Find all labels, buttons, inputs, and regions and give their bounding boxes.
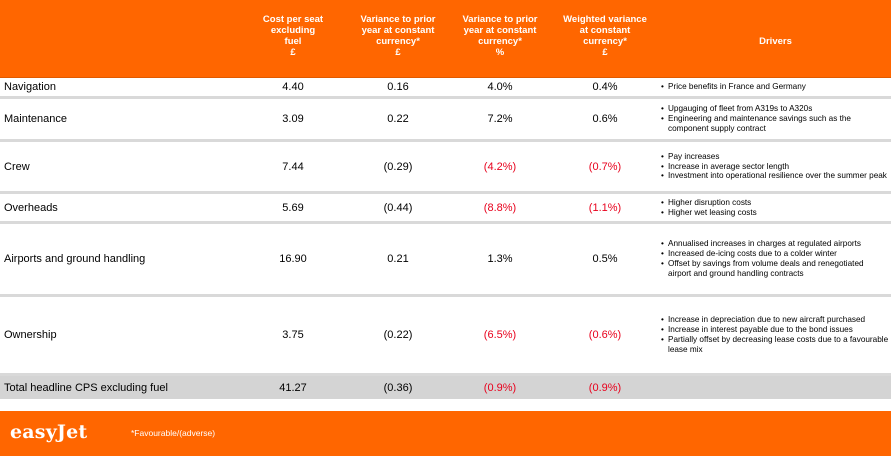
- weighted-variance-value: 0.4%: [592, 81, 618, 93]
- weighted-variance-value: (0.6%): [588, 329, 622, 341]
- variance-pct-value: (4.2%): [483, 160, 517, 173]
- footnote: *Favourable/(adverse): [131, 428, 216, 438]
- drivers-list: Increase in depreciation due to new airc…: [660, 297, 889, 373]
- variance-gbp-value: 0.22: [387, 113, 409, 125]
- header-weighted-variance: Weighted variance at constant currency* …: [563, 14, 647, 58]
- variance-pct-value: 1.3%: [487, 253, 513, 265]
- total-weighted-variance: (0.9%): [588, 381, 622, 394]
- cost-per-seat-value: 7.44: [282, 160, 304, 173]
- driver-item: Engineering and maintenance savings such…: [660, 114, 889, 134]
- table-row-ownership: Ownership 3.75 (0.22) (6.5%) (0.6%) Incr…: [0, 297, 891, 376]
- row-label: Crew: [4, 160, 30, 173]
- footer-bar: easyJet *Favourable/(adverse): [0, 411, 891, 456]
- drivers-list: Upgauging of fleet from A319s to A320s E…: [660, 99, 889, 139]
- easyjet-logo: easyJet: [10, 421, 88, 443]
- driver-item: Price benefits in France and Germany: [660, 82, 889, 92]
- variance-pct-value: 7.2%: [487, 113, 513, 125]
- total-cost-per-seat: 41.27: [279, 381, 307, 394]
- driver-item: Increase in depreciation due to new airc…: [660, 315, 889, 325]
- table-row-airports-ground-handling: Airports and ground handling 16.90 0.21 …: [0, 224, 891, 297]
- table-row-crew: Crew 7.44 (0.29) (4.2%) (0.7%) Pay incre…: [0, 142, 891, 194]
- variance-pct-value: (8.8%): [483, 201, 517, 214]
- variance-gbp-value: 0.16: [387, 81, 409, 93]
- weighted-variance-value: 0.5%: [592, 253, 618, 265]
- weighted-variance-value: 0.6%: [592, 113, 618, 125]
- variance-gbp-value: (0.44): [383, 201, 413, 214]
- total-variance-gbp: (0.36): [383, 381, 413, 394]
- weighted-variance-value: (1.1%): [588, 201, 622, 214]
- header-drivers: Drivers: [759, 36, 792, 47]
- table-row-navigation: Navigation 4.40 0.16 4.0% 0.4% Price ben…: [0, 78, 891, 99]
- cost-per-seat-value: 3.09: [282, 113, 304, 125]
- drivers-list: Price benefits in France and Germany: [660, 78, 889, 96]
- row-label: Maintenance: [4, 113, 67, 125]
- variance-pct-value: (6.5%): [483, 329, 517, 341]
- table-header: Cost per seat excluding fuel £ Variance …: [0, 0, 891, 78]
- table-row-maintenance: Maintenance 3.09 0.22 7.2% 0.6% Upgaugin…: [0, 99, 891, 142]
- driver-item: Offset by savings from volume deals and …: [660, 259, 889, 279]
- header-variance-gbp: Variance to prior year at constant curre…: [360, 14, 436, 58]
- driver-item: Increase in average sector length: [660, 162, 889, 172]
- driver-item: Increase in interest payable due to the …: [660, 325, 889, 335]
- driver-item: Pay increases: [660, 152, 889, 162]
- cost-per-seat-value: 4.40: [282, 81, 304, 93]
- variance-gbp-value: (0.22): [383, 329, 413, 341]
- drivers-list: Higher disruption costs Higher wet leasi…: [660, 194, 889, 221]
- variance-gbp-value: 0.21: [387, 253, 409, 265]
- drivers-list: Pay increases Increase in average sector…: [660, 142, 889, 191]
- cost-per-seat-value: 3.75: [282, 329, 304, 341]
- total-label: Total headline CPS excluding fuel: [4, 381, 168, 394]
- driver-item: Upgauging of fleet from A319s to A320s: [660, 104, 889, 114]
- table-row-overheads: Overheads 5.69 (0.44) (8.8%) (1.1%) High…: [0, 194, 891, 224]
- driver-item: Higher disruption costs: [660, 198, 889, 208]
- driver-item: Investment into operational resilience o…: [660, 171, 889, 181]
- table-row-total: Total headline CPS excluding fuel 41.27 …: [0, 376, 891, 399]
- row-label: Airports and ground handling: [4, 253, 146, 265]
- driver-item: Partially offset by decreasing lease cos…: [660, 335, 889, 355]
- cost-per-seat-value: 16.90: [279, 253, 307, 265]
- row-label: Ownership: [4, 329, 57, 341]
- weighted-variance-value: (0.7%): [588, 160, 622, 173]
- variance-pct-value: 4.0%: [487, 81, 513, 93]
- variance-gbp-value: (0.29): [383, 160, 413, 173]
- row-label: Navigation: [4, 81, 56, 93]
- total-variance-pct: (0.9%): [483, 381, 517, 394]
- driver-item: Annualised increases in charges at regul…: [660, 239, 889, 249]
- driver-item: Higher wet leasing costs: [660, 208, 889, 218]
- header-cost-per-seat: Cost per seat excluding fuel £: [262, 14, 324, 58]
- row-label: Overheads: [4, 201, 58, 214]
- header-variance-pct: Variance to prior year at constant curre…: [462, 14, 538, 58]
- cost-per-seat-value: 5.69: [282, 201, 304, 214]
- driver-item: Increased de-icing costs due to a colder…: [660, 249, 889, 259]
- drivers-list: Annualised increases in charges at regul…: [660, 224, 889, 294]
